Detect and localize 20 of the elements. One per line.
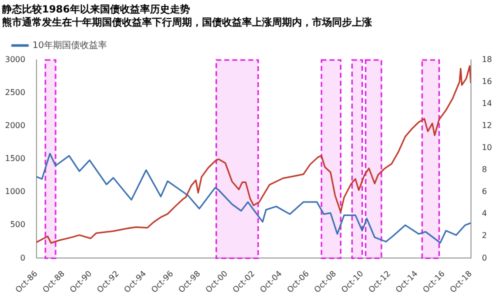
y2-tick-label: 4 (482, 209, 487, 218)
y-tick-label: 500 (10, 220, 26, 230)
y2-tick-label: 12 (482, 121, 492, 130)
y-tick-label: 1500 (5, 154, 26, 164)
y2-tick-label: 18 (482, 55, 492, 64)
y-tick-label: 0 (20, 253, 26, 262)
y2-tick-label: 2 (482, 231, 487, 240)
chart-title: 静态比较1986年以来国债收益率历史走势 (1, 4, 190, 16)
y2-tick-label: 10 (482, 143, 492, 152)
chart-subtitle: 熊市通常发生在十年期国债收益率下行周期，国债收益率上涨周期内，市场同步上涨 (2, 16, 373, 29)
y2-tick-label: 16 (482, 77, 492, 86)
y-tick-label: 3000 (5, 55, 26, 64)
y2-tick-label: 8 (482, 165, 487, 174)
y-tick-label: 2000 (5, 121, 26, 130)
y2-tick-label: 6 (482, 187, 487, 196)
y-tick-label: 2500 (5, 88, 26, 98)
y-tick-label: 1000 (5, 187, 26, 196)
y2-tick-label: 14 (482, 99, 492, 108)
legend-label: 10年期国债收益率 (32, 40, 107, 51)
y2-tick-label: 0 (482, 253, 487, 262)
